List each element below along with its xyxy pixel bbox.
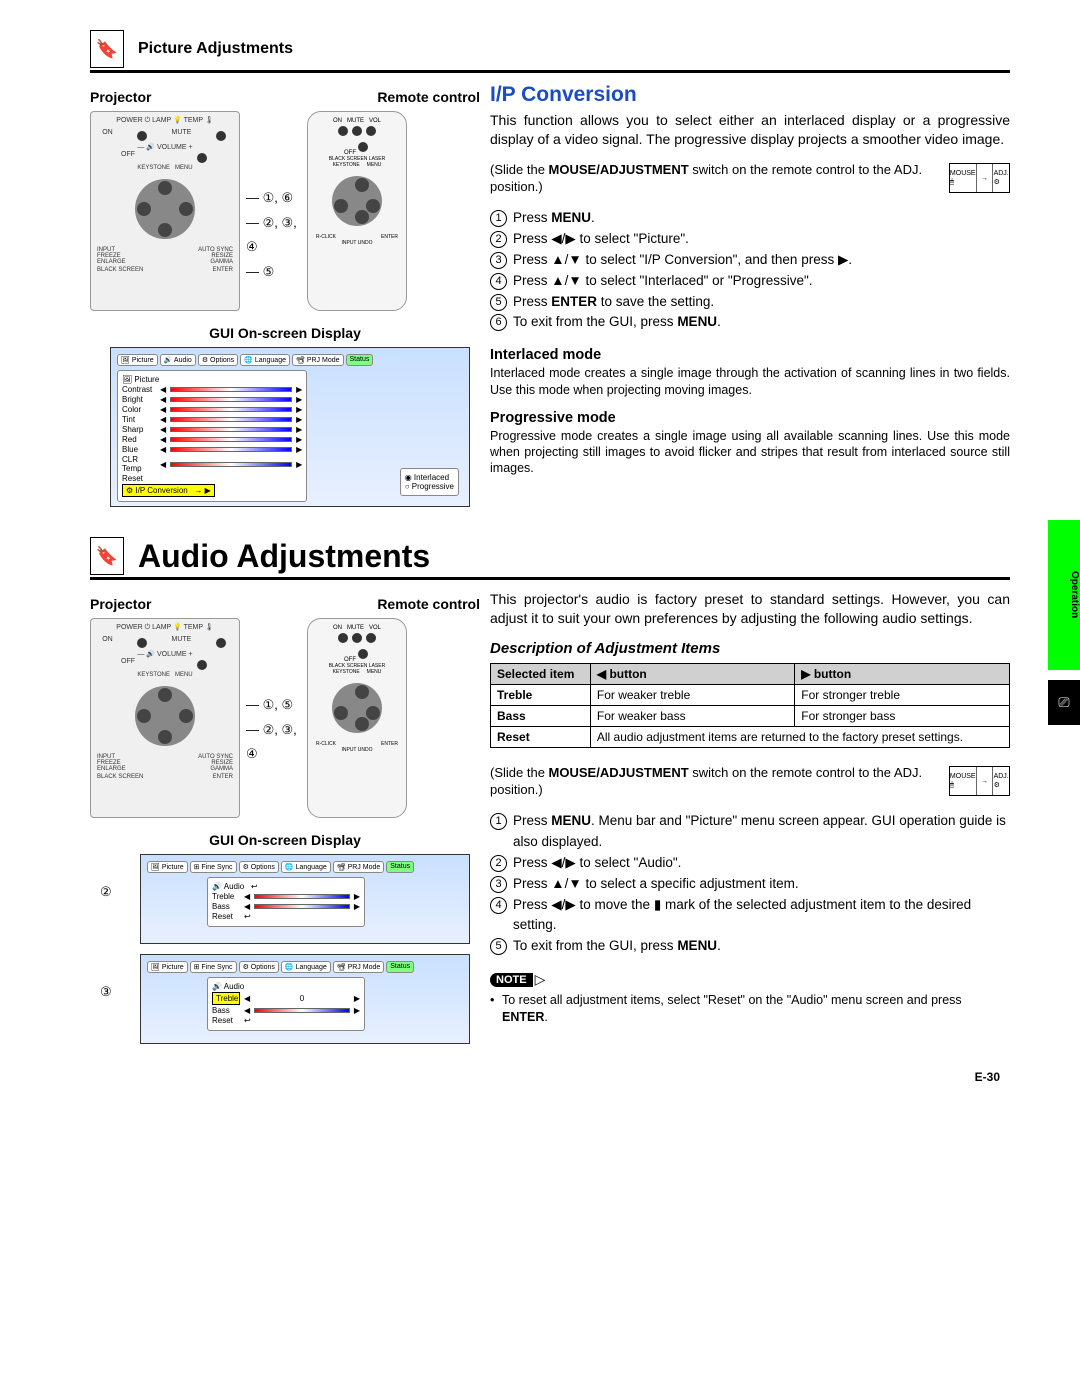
adjustment-table: Selected item ◀ button ▶ button Treble F… xyxy=(490,663,1010,748)
ip-conversion-heading: I/P Conversion xyxy=(490,83,1010,107)
callout-labels-2: ①, ⑤ ②, ③, ④ xyxy=(246,618,301,767)
progressive-text: Progressive mode creates a single image … xyxy=(490,428,1010,477)
section1-title: Picture Adjustments xyxy=(138,40,293,58)
interlaced-text: Interlaced mode creates a single image t… xyxy=(490,365,1010,398)
slide-note: (Slide the MOUSE/ADJUSTMENT switch on th… xyxy=(490,161,1010,196)
gui-label: GUI On-screen Display xyxy=(90,325,480,341)
switch-icon: MOUSE🖱→ADJ.⚙ xyxy=(949,163,1010,193)
projector-label: Projector xyxy=(90,596,151,612)
marker-2: ② xyxy=(100,884,112,900)
gui-screenshot-3: 🖼 Picture⊞ Fine Sync⚙ Options🌐 Language📽… xyxy=(140,954,470,1044)
audio-intro: This projector's audio is factory preset… xyxy=(490,590,1010,628)
remote-diagram: ON MUTE VOL OFF BLACK SCREEN LASER KEYST… xyxy=(307,111,407,311)
remote-diagram-2: ON MUTE VOL OFF BLACK SCREEN LASER KEYST… xyxy=(307,618,407,818)
tag-icon: 🔖 xyxy=(90,537,124,575)
section2-header: 🔖 Audio Adjustments xyxy=(90,537,1010,580)
section1-header: 🔖 Picture Adjustments xyxy=(90,30,1010,73)
note-row: NOTE ▷ xyxy=(490,971,1010,988)
tag-icon: 🔖 xyxy=(90,30,124,68)
gui-label-2: GUI On-screen Display xyxy=(90,832,480,848)
switch-icon-2: MOUSE🖱→ADJ.⚙ xyxy=(949,766,1010,796)
remote-label: Remote control xyxy=(377,89,480,105)
progressive-heading: Progressive mode xyxy=(490,410,1010,426)
gui-screenshot: 🖼 Picture🔊 Audio⚙ Options🌐 Language📽 PRJ… xyxy=(110,347,470,507)
callout-labels: ①, ⑥ ②, ③, ④ ⑤ xyxy=(246,111,301,285)
steps-list-2: 1Press MENU. Menu bar and "Picture" menu… xyxy=(490,811,1010,957)
projector-label: Projector xyxy=(90,89,151,105)
interlaced-heading: Interlaced mode xyxy=(490,347,1010,363)
section2-title: Audio Adjustments xyxy=(138,538,430,575)
projector-diagram: POWER ⏻ LAMP 💡 TEMP 🌡 ONMUTE — 🔊 VOLUME … xyxy=(90,111,240,311)
marker-3: ③ xyxy=(100,984,112,1000)
remote-label: Remote control xyxy=(377,596,480,612)
projector-diagram-2: POWER ⏻ LAMP 💡 TEMP 🌡 ONMUTE — 🔊 VOLUME … xyxy=(90,618,240,818)
ip-intro: This function allows you to select eithe… xyxy=(490,111,1010,149)
note-text: To reset all adjustment items, select "R… xyxy=(490,992,1010,1026)
desc-heading: Description of Adjustment Items xyxy=(490,640,1010,657)
page-number: E-30 xyxy=(975,1070,1000,1084)
steps-list-1: 1Press MENU.2Press ◀/▶ to select "Pictur… xyxy=(490,208,1010,334)
gui-screenshot-2: 🖼 Picture⊞ Fine Sync⚙ Options🌐 Language📽… xyxy=(140,854,470,944)
slide-note-2: (Slide the MOUSE/ADJUSTMENT switch on th… xyxy=(490,764,1010,799)
